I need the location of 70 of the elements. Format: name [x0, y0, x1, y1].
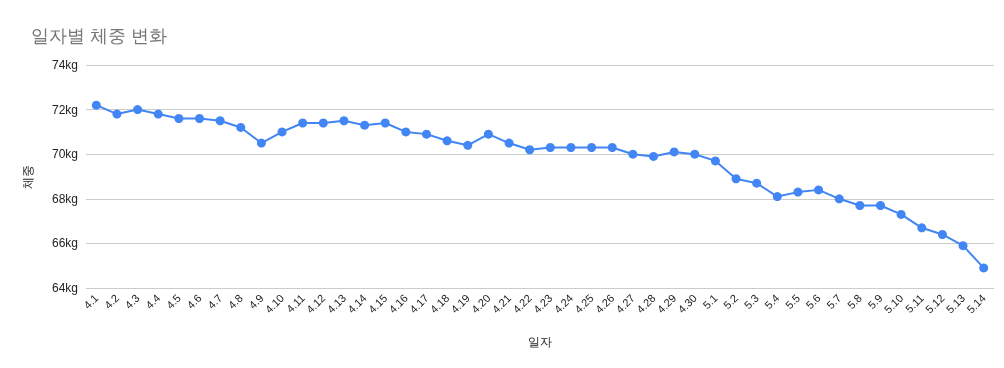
point — [174, 114, 184, 124]
x-tick-label: 5.6 — [803, 291, 823, 312]
point — [958, 241, 968, 251]
point — [133, 105, 143, 115]
point — [360, 120, 370, 130]
y-tick-label: 74kg — [51, 58, 78, 72]
point — [256, 138, 266, 148]
point — [834, 194, 844, 204]
x-tick-label: 4.14 — [345, 291, 369, 316]
point — [298, 118, 308, 128]
point — [731, 174, 741, 184]
point — [587, 143, 597, 153]
y-axis-title: 체중 — [21, 164, 35, 189]
point — [401, 127, 411, 137]
point — [153, 109, 163, 119]
point — [504, 138, 514, 148]
point — [649, 151, 658, 161]
point — [752, 178, 762, 188]
point — [710, 156, 720, 166]
point — [876, 200, 885, 210]
x-tick-label: 5.7 — [824, 291, 844, 312]
point — [215, 116, 225, 126]
point — [855, 200, 865, 210]
chart-title: 일자별 체중 변화 — [31, 26, 168, 46]
x-tick-label: 5.5 — [782, 291, 803, 312]
x-axis-title: 일자 — [528, 335, 552, 349]
x-tick-label: 4.2 — [101, 291, 122, 312]
x-tick-label: 4.8 — [225, 291, 246, 312]
point — [545, 143, 555, 153]
point — [195, 114, 204, 124]
point — [979, 263, 989, 273]
point — [896, 209, 906, 219]
x-tick-label: 5.4 — [762, 291, 782, 312]
point — [463, 140, 473, 150]
y-tick-label: 66kg — [51, 236, 78, 251]
y-tick-label: 72kg — [51, 102, 78, 117]
point — [422, 129, 431, 139]
point — [318, 118, 328, 128]
point — [690, 149, 700, 159]
point — [937, 229, 947, 239]
x-tick-label: 4.7 — [205, 291, 225, 312]
point — [607, 143, 617, 153]
y-tick-label: 64kg — [51, 281, 78, 295]
point — [917, 223, 927, 233]
x-tick-label: 5.2 — [721, 291, 741, 312]
point — [277, 127, 287, 137]
point — [483, 129, 493, 139]
point — [566, 143, 576, 153]
x-tick-label: 5.3 — [741, 291, 761, 312]
x-tick-label: 4.4 — [143, 291, 163, 312]
x-tick-label: 5.8 — [844, 291, 865, 312]
x-tick-label: 4.5 — [163, 291, 184, 312]
y-tick-label: 68kg — [51, 191, 78, 206]
point — [628, 149, 638, 159]
point — [814, 185, 824, 195]
point — [669, 147, 679, 157]
point — [112, 109, 122, 119]
point — [339, 116, 349, 126]
point — [380, 118, 390, 128]
y-tick-label: 70kg — [51, 147, 78, 162]
point — [236, 122, 246, 132]
x-tick-label: 5.1 — [700, 291, 720, 312]
point — [772, 192, 782, 202]
x-tick-label: 4.1 — [81, 291, 101, 312]
point — [442, 136, 452, 146]
point — [793, 187, 803, 197]
point — [91, 100, 101, 110]
x-tick-label: 4.6 — [184, 291, 204, 312]
point — [525, 145, 535, 155]
x-tick-label: 4.3 — [122, 291, 142, 312]
